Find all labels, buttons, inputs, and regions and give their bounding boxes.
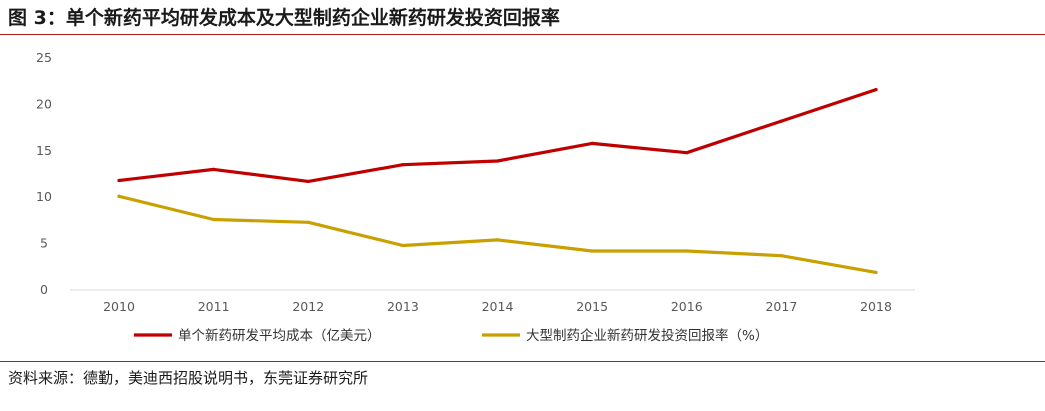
data-point [685, 151, 689, 155]
data-point [874, 270, 878, 274]
data-point [117, 178, 121, 183]
data-point [779, 254, 783, 258]
x-tick-label: 2013 [387, 299, 419, 314]
data-point [212, 217, 216, 222]
y-tick-label: 5 [40, 236, 48, 251]
y-tick-label: 25 [36, 50, 52, 65]
data-point [401, 163, 405, 167]
y-tick-label: 10 [36, 189, 52, 204]
series-line [117, 194, 878, 274]
x-tick-label: 2012 [292, 299, 324, 314]
legend-label: 大型制药企业新药研发投资回报率（%） [526, 327, 768, 344]
figure-source: 资料来源：德勤，美迪西招股说明书，东莞证券研究所 [8, 369, 369, 387]
source-divider [0, 361, 1045, 362]
data-point [212, 167, 216, 171]
y-axis-ticks: 0 5 10 15 20 25 [36, 50, 52, 297]
x-tick-label: 2017 [765, 299, 797, 314]
y-tick-label: 15 [36, 143, 52, 158]
legend: 单个新药研发平均成本（亿美元） 大型制药企业新药研发投资回报率（%） [134, 327, 768, 344]
series-line [117, 87, 878, 183]
data-point [401, 243, 405, 248]
legend-label: 单个新药研发平均成本（亿美元） [178, 328, 381, 344]
data-point [306, 220, 310, 224]
data-point [495, 159, 500, 163]
series-2 [117, 194, 878, 274]
figure-title: 图 3：单个新药平均研发成本及大型制药企业新药研发投资回报率 [8, 7, 560, 29]
data-point [590, 141, 594, 145]
data-point [874, 87, 878, 92]
data-point [117, 194, 121, 198]
x-tick-label: 2015 [576, 299, 608, 314]
data-point [590, 249, 594, 253]
title-divider [0, 34, 1045, 35]
x-tick-label: 2010 [103, 299, 135, 314]
data-point [685, 249, 689, 253]
legend-item-2: 大型制药企业新药研发投资回报率（%） [482, 327, 768, 344]
legend-item-1: 单个新药研发平均成本（亿美元） [134, 328, 381, 344]
series-1 [117, 87, 878, 184]
x-tick-label: 2016 [671, 299, 703, 314]
data-point [779, 119, 783, 123]
data-point [495, 238, 500, 242]
y-tick-label: 0 [40, 282, 48, 297]
data-point [306, 179, 310, 184]
y-tick-label: 20 [36, 96, 52, 111]
x-tick-label: 2011 [198, 299, 230, 314]
x-tick-label: 2014 [482, 299, 514, 314]
x-axis-ticks: 2010 2011 2012 2013 2014 2015 2016 2017 2018 [103, 299, 892, 314]
series-layer [117, 87, 878, 274]
x-tick-label: 2018 [860, 299, 892, 314]
